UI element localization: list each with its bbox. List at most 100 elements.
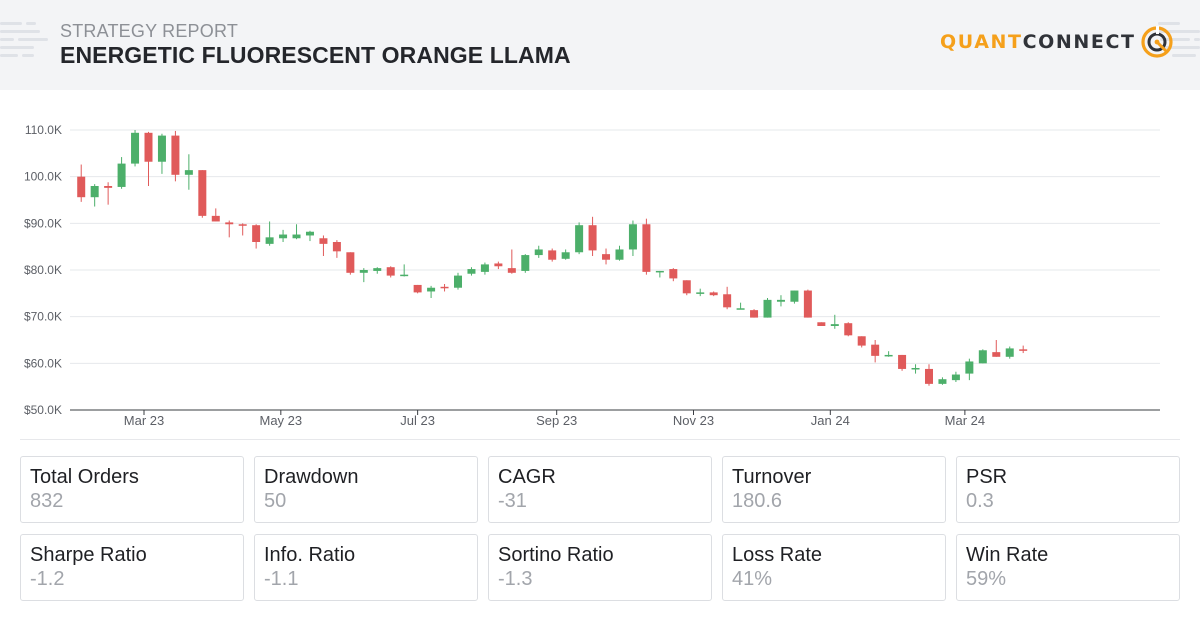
candle-body <box>763 299 772 318</box>
candle-up <box>373 267 382 274</box>
stat-value: 0.3 <box>966 490 994 512</box>
stat-card-cagr: CAGR -31 <box>488 456 712 523</box>
candle-body <box>184 170 193 175</box>
candle-body <box>682 280 691 294</box>
candle-down <box>871 340 880 363</box>
x-tick-label: Sep 23 <box>536 413 577 428</box>
y-tick-label: $70.0K <box>24 310 62 324</box>
stat-value: -1.2 <box>30 568 65 590</box>
stat-value: -31 <box>498 490 527 512</box>
candle-down <box>642 218 651 275</box>
candle-up <box>790 290 799 304</box>
candle-body <box>655 270 664 273</box>
candle-up <box>279 229 288 242</box>
stat-card-total-orders: Total Orders 832 <box>20 456 244 523</box>
stat-card-sortino-ratio: Sortino Ratio -1.3 <box>488 534 712 601</box>
candle-body <box>911 368 920 370</box>
stat-label: Sharpe Ratio <box>30 544 147 566</box>
candle-up <box>157 133 166 174</box>
candle-body <box>790 290 799 302</box>
header-decoration-left <box>0 22 60 72</box>
candle-up <box>117 157 126 189</box>
x-tick-label: Jan 24 <box>811 413 850 428</box>
candle-body <box>225 222 234 225</box>
chart-gridlines <box>70 129 1160 364</box>
candle-down <box>723 286 732 310</box>
candle-up <box>696 288 705 297</box>
stat-label: Total Orders <box>30 466 139 488</box>
candle-down <box>803 289 812 318</box>
stat-card-sharpe-ratio: Sharpe Ratio -1.2 <box>20 534 244 601</box>
candles <box>77 130 1028 386</box>
stat-value: -1.3 <box>498 568 533 590</box>
stat-value: -1.1 <box>264 568 299 590</box>
candle-body <box>978 350 987 364</box>
candle-up <box>763 298 772 318</box>
candle-body <box>898 354 907 369</box>
logo-text-quant: QUANT <box>940 31 1023 53</box>
stat-card-psr: PSR 0.3 <box>956 456 1180 523</box>
candle-up <box>776 295 785 307</box>
candle-up <box>561 249 570 260</box>
candle-body <box>77 176 86 198</box>
candle-down <box>494 261 503 270</box>
candle-body <box>938 379 947 384</box>
candle-body <box>951 374 960 381</box>
candle-body <box>844 323 853 336</box>
candle-down <box>238 223 247 236</box>
candle-down <box>588 216 597 256</box>
candle-down <box>332 240 341 258</box>
candle-down <box>104 182 113 205</box>
stat-card-win-rate: Win Rate 59% <box>956 534 1180 601</box>
candle-up <box>938 377 947 385</box>
candle-body <box>723 294 732 308</box>
candle-body <box>696 292 705 294</box>
candle-body <box>494 263 503 267</box>
stat-value: 50 <box>264 490 287 512</box>
candle-body <box>211 215 220 222</box>
candle-down <box>440 284 449 292</box>
candle-body <box>1019 349 1028 351</box>
candle-down <box>77 164 86 202</box>
candle-body <box>534 249 543 256</box>
candle-body <box>400 274 409 277</box>
candle-body <box>480 264 489 272</box>
candle-up <box>454 272 463 290</box>
candle-body <box>332 242 341 252</box>
candle-body <box>548 250 557 260</box>
candle-up <box>305 230 314 242</box>
candle-down <box>750 309 759 318</box>
candle-body <box>642 224 651 272</box>
stat-card-drawdown: Drawdown 50 <box>254 456 478 523</box>
quantconnect-logo: QUANT CONNECT <box>940 24 1174 60</box>
stat-label: CAGR <box>498 466 556 488</box>
stat-label: Loss Rate <box>732 544 823 566</box>
candle-up <box>521 254 530 273</box>
candle-up <box>427 285 436 298</box>
candle-up <box>951 371 960 382</box>
candle-up <box>265 221 274 246</box>
candle-down <box>844 322 853 337</box>
candle-body <box>750 310 759 318</box>
candle-body <box>292 234 301 239</box>
stat-value: 180.6 <box>732 490 783 512</box>
candle-up <box>628 220 637 256</box>
report-header: STRATEGY REPORT ENERGETIC FLUORESCENT OR… <box>0 0 1200 90</box>
candle-down <box>602 248 611 265</box>
stat-value: 832 <box>30 490 64 512</box>
candle-body <box>857 336 866 346</box>
candle-down <box>669 268 678 282</box>
candle-up <box>359 268 368 283</box>
candle-body <box>171 135 180 175</box>
stat-label: Win Rate <box>966 544 1049 566</box>
candle-up <box>480 262 489 275</box>
x-axis-tick-labels: Mar 23 May 23 Jul 23 Sep 23 Nov 23 Jan 24 Mar … <box>124 410 985 428</box>
candle-body <box>319 238 328 244</box>
stat-value: 59% <box>966 568 1007 590</box>
candle-down <box>992 340 1001 357</box>
stat-label: PSR <box>966 466 1008 488</box>
candle-body <box>965 361 974 374</box>
candle-down <box>413 284 422 294</box>
y-tick-label: $80.0K <box>24 263 62 277</box>
candle-body <box>736 308 745 310</box>
